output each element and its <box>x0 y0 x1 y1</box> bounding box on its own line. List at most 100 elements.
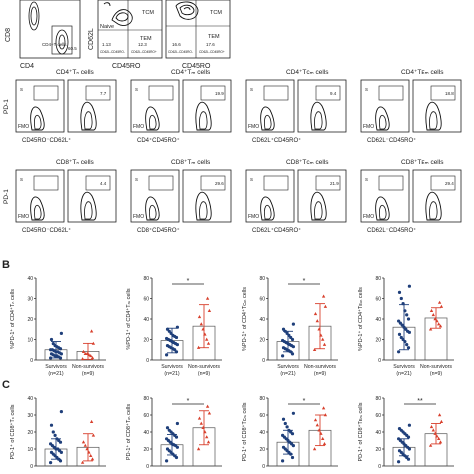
cd62l-axis-label: CD62L <box>88 28 95 50</box>
fmo-gate <box>378 85 404 101</box>
pd1-plot <box>182 79 232 133</box>
nonsurvivor-point <box>81 349 86 353</box>
pd1-contour-inner <box>199 201 208 220</box>
y-tick-label: 20 <box>143 447 149 453</box>
survivor-point <box>397 449 402 453</box>
survivor-point <box>281 459 285 463</box>
pd1-contour-inner <box>429 201 438 220</box>
pd1-contour <box>425 191 442 221</box>
cd4-gate-contours <box>28 1 69 55</box>
y-tick-label: 40 <box>375 430 381 436</box>
nonsurvivor-point <box>315 319 319 323</box>
pd1-contour-inner <box>84 201 93 220</box>
nonsurvivor-point <box>312 447 317 451</box>
survivor-point <box>406 329 410 333</box>
pd1-gate <box>200 85 226 101</box>
group-label: Survivors <box>393 364 415 370</box>
quadrant-plot-2 <box>165 0 231 59</box>
survivor-point <box>53 433 57 437</box>
survivor-point <box>53 344 57 348</box>
nonsurvivor-point <box>435 434 439 438</box>
y-tick-label: 80 <box>259 276 265 282</box>
fmo-gate-tag: S <box>365 87 368 92</box>
fmo-contour-inner <box>379 114 387 130</box>
fmo-contour <box>30 196 45 221</box>
pd1-contour-inner <box>199 111 208 130</box>
group-label: Non-survivors <box>304 364 336 370</box>
pd1-contour-inner <box>84 111 93 130</box>
fmo-contour-inner <box>149 114 157 130</box>
survivor-point <box>285 331 289 335</box>
flow-panel-title: CD4⁺Tᴇₘ cells <box>401 69 444 76</box>
quadrant-contours-1 <box>103 2 133 27</box>
cd4-axis-label: CD4 <box>20 63 34 70</box>
nonsurvivor-point <box>199 322 203 326</box>
pd1-contour-inner <box>429 111 438 130</box>
y-tick-label: 0 <box>146 464 149 470</box>
survivor-point <box>281 433 285 437</box>
fmo-contour <box>260 196 275 221</box>
survivor-point <box>290 337 295 342</box>
pd1-gate <box>315 175 341 191</box>
fmo-plot <box>360 169 410 223</box>
fmo-plot <box>130 79 180 133</box>
flow-panel-xlabel: CD62L⁺CD45RO⁺ <box>252 227 301 234</box>
fmo-contour <box>375 196 390 221</box>
fmo-contour-inner <box>264 204 272 220</box>
nonsurvivor-point <box>197 416 202 420</box>
panel-label-b: B <box>2 259 10 271</box>
nonsurvivor-point <box>437 436 441 440</box>
survivor-point <box>281 445 286 449</box>
pd1-gate-value: 4.4 <box>100 181 107 186</box>
group-label: Survivors <box>277 364 299 370</box>
y-tick-label: 40 <box>375 317 381 323</box>
pd1-plot <box>67 79 117 133</box>
dot-plot-ylabel: %PD-1⁺ of CD4⁺Tₙ cells <box>9 289 16 349</box>
nonsurvivor-point <box>89 419 94 423</box>
pd1-contour <box>310 191 327 221</box>
survivor-point <box>167 428 171 432</box>
survivor-point <box>165 336 169 341</box>
cd4-gate-value: 60.5 <box>68 46 77 51</box>
pd1-plot <box>412 79 462 133</box>
nonsurvivor-point <box>205 404 210 408</box>
group-label: Survivors <box>45 364 67 370</box>
dot-plot: PD-1⁺ of CD8⁺Tᴄₘ cells 0 20 40 60 80 * <box>241 396 338 470</box>
nonsurvivor-point <box>80 357 85 361</box>
y-tick-label: 80 <box>143 396 149 402</box>
pd1-contour-inner <box>314 111 323 130</box>
nonsurvivor-point <box>323 413 328 417</box>
group-label: Non-survivors <box>420 364 452 370</box>
pd1-gate <box>430 85 456 101</box>
y-tick-label: 40 <box>27 276 33 282</box>
pd1-gate <box>85 85 111 101</box>
y-tick-label: 60 <box>375 413 381 419</box>
survivor-point <box>397 350 401 354</box>
dot-plot-ylabel: %PD-1⁺ of CD4⁺Tᴄₘ cells <box>241 287 248 351</box>
nonsurvivor-point <box>89 329 94 333</box>
fmo-gate-tag: S <box>135 177 138 182</box>
nonsurvivor-point <box>315 423 319 427</box>
y-tick-label: 80 <box>259 396 265 402</box>
dot-plot: PD-1⁺ of CD8⁺Tₙ cells 0 10 20 30 40 <box>9 396 106 470</box>
group-label: Non-survivors <box>72 364 104 370</box>
survivor-point <box>49 442 53 446</box>
pd1-plot <box>182 169 232 223</box>
survivor-point <box>55 437 59 441</box>
y-tick-label: 0 <box>30 358 33 364</box>
tem-label-2: TEM <box>208 34 220 40</box>
survivor-point <box>49 348 53 352</box>
nonsurvivor-point <box>196 447 201 451</box>
cd45ro-axis-label-1: CD45RO <box>112 63 141 70</box>
flow-panel-title: CD4⁺Tₘ cells <box>171 69 211 76</box>
y-tick-label: 40 <box>259 317 265 323</box>
nonsurvivor-point <box>91 433 96 437</box>
fmo-gate <box>378 175 404 191</box>
fmo-label: FMO <box>18 214 29 220</box>
survivor-point <box>397 437 401 441</box>
y-tick-label: 40 <box>27 396 33 402</box>
survivor-point <box>175 421 179 426</box>
fmo-gate-tag: S <box>20 177 23 182</box>
group-label: Non-survivors <box>188 364 220 370</box>
y-tick-label: 60 <box>143 297 149 303</box>
